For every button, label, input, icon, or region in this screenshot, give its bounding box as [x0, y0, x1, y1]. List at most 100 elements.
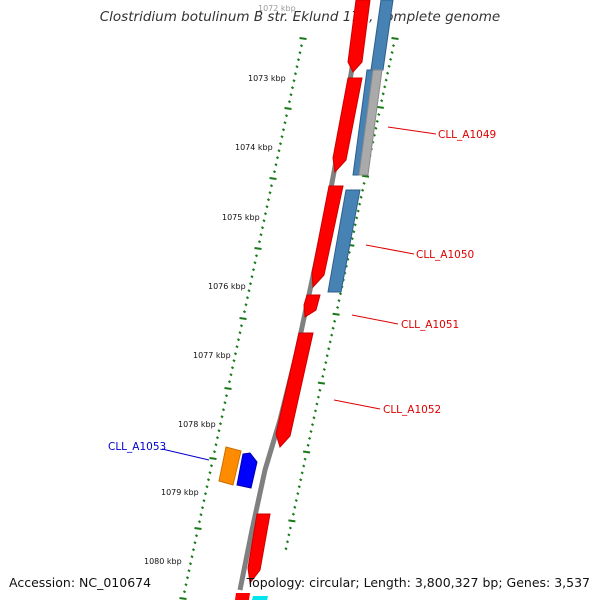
outer-tick-mark — [306, 443, 310, 447]
inner-tick-mark — [229, 373, 233, 377]
outer-tick-mark — [389, 57, 393, 61]
inner-tick-mark — [284, 107, 292, 110]
inner-tick-mark — [217, 429, 221, 433]
outer-tick-mark — [377, 112, 381, 117]
outer-tick-mark — [287, 533, 291, 537]
inner-tick-mark — [265, 205, 269, 209]
outer-tick-mark — [294, 498, 298, 503]
inner-tick-mark — [187, 569, 191, 573]
inner-tick-mark — [205, 485, 209, 489]
outer-tick-mark — [315, 402, 319, 406]
gene-red-1050[interactable] — [311, 185, 344, 289]
outer-tick-mark — [387, 64, 391, 68]
inner-tick-mark — [281, 128, 286, 132]
gene-red-bottom[interactable] — [247, 513, 271, 585]
gene-grey-1049[interactable] — [358, 69, 383, 176]
inner-tick-mark — [212, 450, 217, 454]
outer-tick-mark — [291, 512, 295, 516]
inner-tick-mark — [269, 184, 274, 188]
gene-red-1051[interactable] — [303, 294, 321, 318]
inner-tick-mark — [190, 555, 194, 559]
gene-red-1049[interactable] — [332, 77, 363, 174]
gene-red-edge[interactable] — [235, 593, 250, 600]
gene-blue-top[interactable] — [370, 0, 394, 71]
genome-backbone — [237, 0, 365, 591]
outer-tick-mark — [309, 429, 313, 434]
gene-orange-1053[interactable] — [218, 446, 242, 486]
inner-tick-mark — [253, 261, 257, 265]
scale-label-1079: 1079 kbp — [161, 488, 199, 497]
inner-tick-mark — [295, 65, 299, 69]
outer-tick-mark — [358, 202, 362, 206]
inner-tick-mark — [179, 597, 187, 600]
inner-tick-mark — [247, 289, 251, 293]
inner-tick-mark — [224, 394, 229, 398]
inner-tick-mark — [214, 443, 218, 447]
outer-tick-mark — [316, 395, 320, 399]
inner-tick-mark — [296, 58, 301, 62]
inner-tick-mark — [233, 352, 238, 356]
inner-tick-mark — [250, 275, 254, 279]
inner-tick-mark — [290, 86, 295, 90]
gene-label-cll-a1050[interactable]: CLL_A1050 — [416, 249, 474, 261]
inner-tick-mark — [245, 296, 250, 300]
gene-label-cll-a1049[interactable]: CLL_A1049 — [438, 129, 496, 141]
outer-tick-mark — [391, 37, 399, 40]
inner-tick-mark — [244, 303, 248, 307]
gene-blue-1050[interactable] — [327, 189, 361, 293]
genome-stats-label: Topology: circular; Length: 3,800,327 bp… — [246, 575, 590, 590]
outer-tick-mark — [352, 230, 356, 234]
gene-red-top[interactable] — [347, 0, 371, 73]
scale-label-1080: 1080 kbp — [144, 557, 182, 566]
outer-tick-mark — [338, 292, 343, 296]
outer-tick-mark — [362, 181, 366, 185]
inner-tick-mark — [230, 366, 235, 370]
gene-label-cll-a1053[interactable]: CLL_A1053 — [108, 441, 166, 453]
outer-tick-mark — [332, 312, 340, 316]
gene-blue-1053[interactable] — [236, 452, 258, 489]
inner-tick-mark — [254, 247, 262, 250]
scale-label-1078: 1078 kbp — [178, 420, 216, 429]
leader-cll-a1050 — [365, 244, 415, 255]
inner-tick-mark — [254, 254, 259, 258]
inner-tick-mark — [251, 268, 256, 272]
outer-tick-mark — [375, 119, 379, 123]
outer-tick-mark — [285, 540, 290, 544]
inner-tick-mark — [184, 583, 188, 587]
inner-tick-mark — [220, 415, 224, 419]
gene-label-cll-a1051[interactable]: CLL_A1051 — [401, 319, 459, 331]
inner-tick-mark — [242, 310, 247, 314]
leader-cll-a1053 — [161, 448, 210, 461]
scale-label-1075: 1075 kbp — [222, 213, 260, 222]
inner-tick-mark — [182, 590, 187, 594]
inner-tick-mark — [272, 170, 277, 174]
inner-tick-mark — [293, 72, 298, 76]
outer-tick-mark — [356, 209, 360, 213]
inner-tick-mark — [299, 37, 307, 40]
gene-cyan-edge[interactable] — [252, 596, 268, 600]
outer-tick-mark — [293, 505, 297, 509]
inner-tick-mark — [292, 79, 296, 83]
outer-tick-mark — [297, 485, 301, 489]
outer-tick-mark — [374, 126, 378, 130]
scale-label-1077: 1077 kbp — [193, 351, 231, 360]
outer-tick-mark — [303, 457, 307, 461]
inner-tick-mark — [194, 527, 202, 530]
outer-tick-mark — [284, 547, 288, 551]
outer-tick-mark — [318, 388, 322, 392]
outer-tick-mark — [300, 471, 304, 475]
gene-red-1052[interactable] — [275, 332, 314, 448]
outer-tick-mark — [327, 347, 331, 351]
leader-cll-a1052 — [333, 399, 381, 410]
outer-tick-mark — [381, 92, 385, 96]
inner-tick-mark — [185, 576, 190, 580]
inner-tick-mark — [257, 240, 262, 244]
inner-tick-mark — [227, 380, 232, 384]
inner-tick-mark — [193, 541, 197, 545]
outer-tick-mark — [317, 381, 326, 385]
gene-label-cll-a1052[interactable]: CLL_A1052 — [383, 404, 441, 416]
inner-tick-mark — [287, 100, 292, 104]
inner-tick-mark — [199, 513, 203, 517]
